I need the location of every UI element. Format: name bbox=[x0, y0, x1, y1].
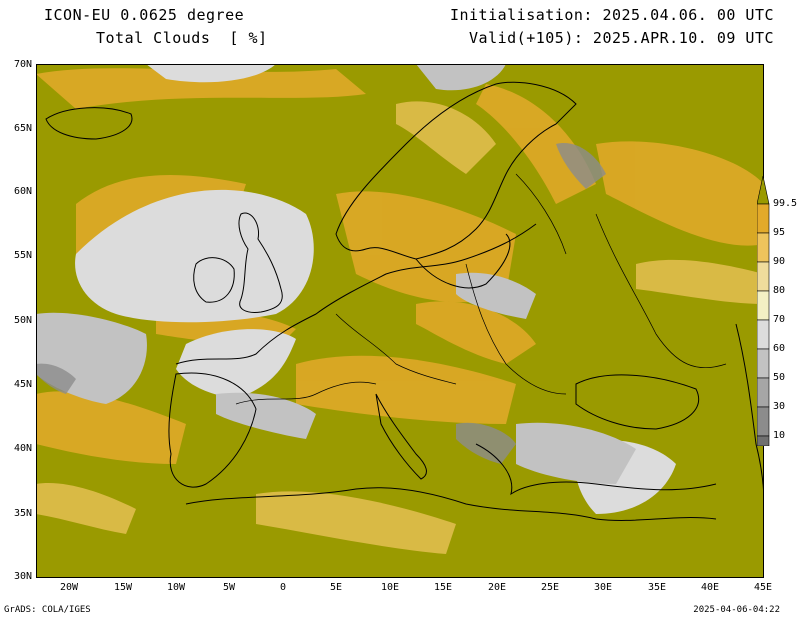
colorbar-label: 90 bbox=[773, 256, 786, 267]
lon-label: 5W bbox=[222, 582, 236, 593]
colorbar-label: 10 bbox=[773, 430, 786, 441]
cloud-field-overcast bbox=[36, 64, 764, 578]
footer-left: GrADS: COLA/IGES bbox=[4, 605, 91, 615]
colorbar-label: 95 bbox=[773, 227, 786, 238]
colorbar-segment-30 bbox=[757, 377, 770, 408]
lat-label: 70N bbox=[13, 59, 32, 70]
colorbar-segment-90 bbox=[757, 232, 770, 263]
lon-label: 5E bbox=[329, 582, 343, 593]
colorbar-label: 80 bbox=[773, 285, 786, 296]
cloud-field-clear bbox=[36, 143, 606, 464]
colorbar-segment-10 bbox=[757, 406, 770, 437]
lon-label: 15W bbox=[113, 582, 133, 593]
lat-label: 35N bbox=[13, 508, 32, 519]
lat-label: 45N bbox=[13, 379, 32, 390]
colorbar-segment-70 bbox=[757, 290, 770, 321]
colorbar-label: 70 bbox=[773, 314, 786, 325]
cloud-field-90 bbox=[36, 101, 764, 554]
lon-label: 30E bbox=[593, 582, 613, 593]
lat-label: 50N bbox=[13, 315, 32, 326]
lat-label: 40N bbox=[13, 443, 32, 454]
lon-label: 10W bbox=[166, 582, 186, 593]
lat-label: 55N bbox=[13, 250, 32, 261]
lon-label: 40E bbox=[700, 582, 720, 593]
colorbar-label: 99.5 bbox=[773, 198, 798, 209]
model-title: ICON-EU 0.0625 degree bbox=[44, 6, 245, 24]
lon-label: 0 bbox=[279, 582, 287, 593]
colorbar-segment-80 bbox=[757, 261, 770, 292]
lat-label: 65N bbox=[13, 123, 32, 134]
variable-title: Total Clouds [ %] bbox=[96, 29, 268, 47]
colorbar-segment-0 bbox=[757, 435, 770, 446]
colorbar-segment-60 bbox=[757, 319, 770, 350]
colorbar-segment-50 bbox=[757, 348, 770, 379]
colorbar-label: 50 bbox=[773, 372, 786, 383]
cloud-field-low bbox=[75, 64, 676, 514]
coastlines bbox=[45, 81, 764, 521]
country-borders bbox=[235, 173, 727, 405]
cloud-cover-map bbox=[36, 64, 764, 578]
lon-label: 20E bbox=[487, 582, 507, 593]
footer-right: 2025-04-06-04:22 bbox=[693, 605, 780, 615]
lat-label: 60N bbox=[13, 186, 32, 197]
lon-label: 20W bbox=[59, 582, 79, 593]
lat-label: 30N bbox=[13, 571, 32, 582]
valid-time: Valid(+105): 2025.APR.10. 09 UTC bbox=[469, 29, 774, 47]
lon-label: 10E bbox=[380, 582, 400, 593]
colorbar bbox=[757, 176, 770, 446]
lon-label: 15E bbox=[433, 582, 453, 593]
lon-label: 45E bbox=[753, 582, 773, 593]
lon-label: 35E bbox=[647, 582, 667, 593]
colorbar-label: 60 bbox=[773, 343, 786, 354]
initialisation-time: Initialisation: 2025.04.06. 00 UTC bbox=[449, 6, 774, 24]
colorbar-arrow-top bbox=[757, 176, 770, 205]
lon-label: 25E bbox=[540, 582, 560, 593]
colorbar-segment-95 bbox=[757, 203, 770, 234]
colorbar-label: 30 bbox=[773, 401, 786, 412]
